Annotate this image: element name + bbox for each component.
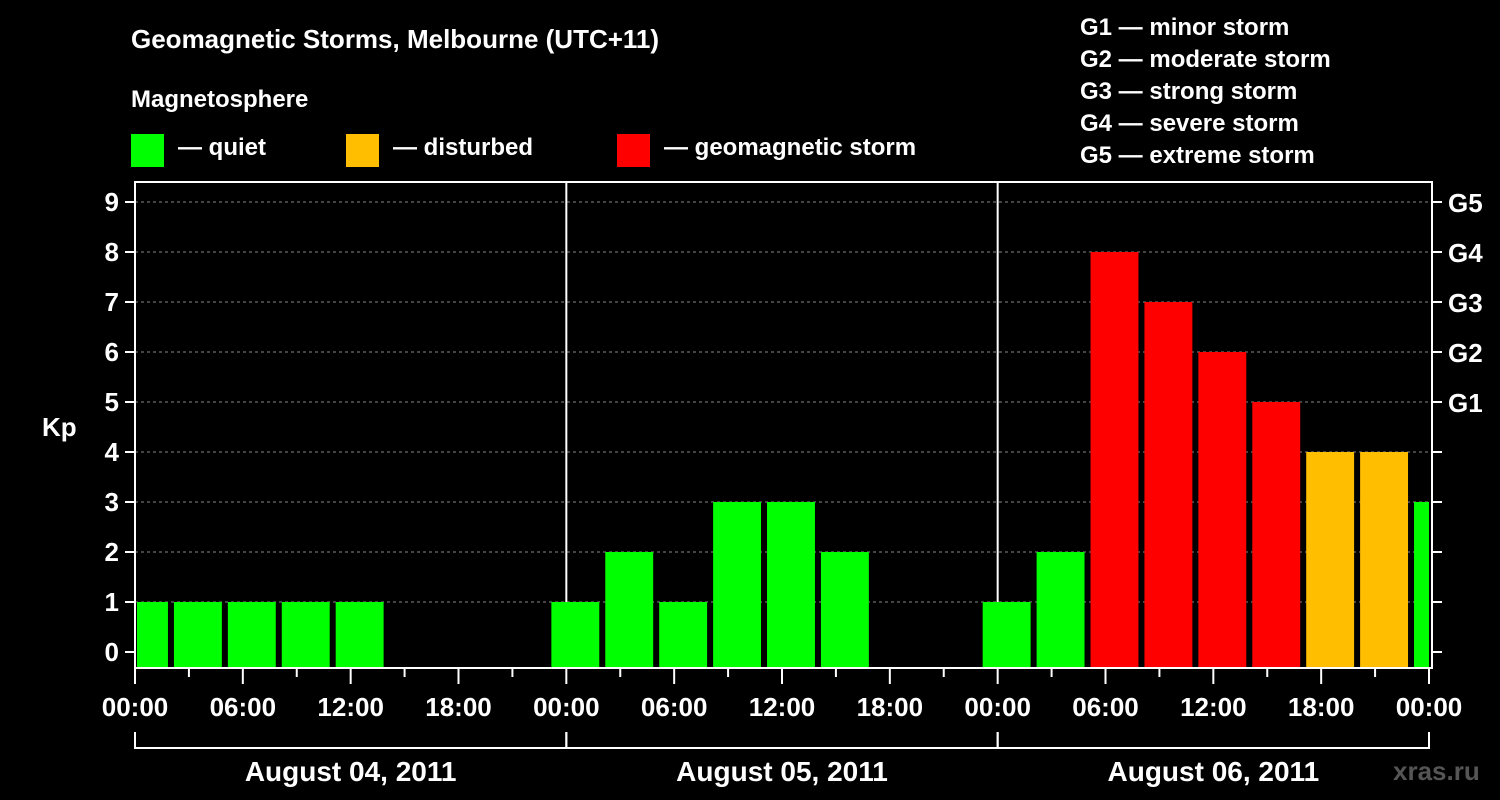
kp-bar <box>1360 452 1409 668</box>
legend-swatch-disturbed <box>346 134 379 167</box>
kp-bar <box>1144 302 1193 668</box>
legend-title: Magnetosphere <box>131 86 309 113</box>
scale-legend-g2: G2 — moderate storm <box>1080 46 1331 73</box>
y-tick-label: 3 <box>105 487 119 517</box>
kp-bar <box>281 602 330 668</box>
y-tick-label: 8 <box>105 237 119 267</box>
scale-legend-g5: G5 — extreme storm <box>1080 142 1315 169</box>
x-tick-label: 06:00 <box>641 692 708 722</box>
day-bracket <box>134 732 568 749</box>
y-tick-label: 1 <box>105 587 119 617</box>
x-tick-label: 12:00 <box>317 692 384 722</box>
kp-bar <box>1414 502 1429 668</box>
right-tick-label: G1 <box>1448 388 1483 418</box>
x-tick-label: 18:00 <box>1288 692 1355 722</box>
y-tick-label: 6 <box>105 337 119 367</box>
kp-bar <box>1306 452 1355 668</box>
scale-legend-g3: G3 — strong storm <box>1080 78 1298 105</box>
right-tick-label: G3 <box>1448 288 1483 318</box>
watermark: xras.ru <box>1393 756 1480 786</box>
plot-frame <box>134 181 1433 669</box>
y-tick-label: 9 <box>105 187 119 217</box>
y-axis-label: Kp <box>42 412 77 442</box>
kp-bar <box>659 602 708 668</box>
day-label: August 06, 2011 <box>1108 756 1320 787</box>
x-tick-label: 00:00 <box>964 692 1031 722</box>
y-tick-label: 7 <box>105 287 119 317</box>
kp-bar <box>1036 552 1085 668</box>
chart-title: Geomagnetic Storms, Melbourne (UTC+11) <box>131 24 660 54</box>
day-label: August 04, 2011 <box>245 756 457 787</box>
kp-bar <box>767 502 815 668</box>
x-tick-label: 00:00 <box>102 692 169 722</box>
legend-label-quiet: — quiet <box>178 134 266 161</box>
kp-bar <box>1252 402 1301 668</box>
scale-legend-g1: G1 — minor storm <box>1080 14 1290 41</box>
day-bracket <box>996 732 1430 749</box>
day-label: August 05, 2011 <box>676 756 888 787</box>
x-tick-label: 12:00 <box>1180 692 1247 722</box>
day-bracket <box>565 732 999 749</box>
y-tick-label: 2 <box>105 537 119 567</box>
legend-swatch-quiet <box>131 134 164 167</box>
legend-swatch-storm <box>617 134 650 167</box>
right-tick-label: G4 <box>1448 238 1483 268</box>
kp-bar <box>227 602 276 668</box>
x-tick-label: 18:00 <box>857 692 924 722</box>
x-tick-label: 00:00 <box>533 692 600 722</box>
kp-bar <box>605 552 654 668</box>
x-tick-label: 00:00 <box>1396 692 1463 722</box>
right-tick-label: G5 <box>1448 188 1483 218</box>
x-tick-label: 06:00 <box>210 692 277 722</box>
legend-label-storm: — geomagnetic storm <box>664 134 917 161</box>
y-tick-label: 5 <box>105 387 119 417</box>
kp-bar <box>1090 252 1139 668</box>
x-tick-label: 18:00 <box>425 692 492 722</box>
kp-bar <box>713 502 762 668</box>
scale-legend-g4: G4 — severe storm <box>1080 110 1299 137</box>
y-tick-label: 4 <box>105 437 120 467</box>
x-tick-label: 06:00 <box>1072 692 1139 722</box>
legend-label-disturbed: — disturbed <box>393 134 534 161</box>
kp-bar <box>335 602 384 668</box>
y-tick-label: 0 <box>105 637 119 667</box>
right-tick-label: G2 <box>1448 338 1483 368</box>
kp-bar <box>137 602 168 668</box>
kp-bar <box>820 552 869 668</box>
kp-bar <box>173 602 222 668</box>
kp-bar <box>551 602 600 668</box>
kp-bar <box>982 602 1031 668</box>
x-tick-label: 12:00 <box>749 692 816 722</box>
kp-bar <box>1198 352 1247 668</box>
